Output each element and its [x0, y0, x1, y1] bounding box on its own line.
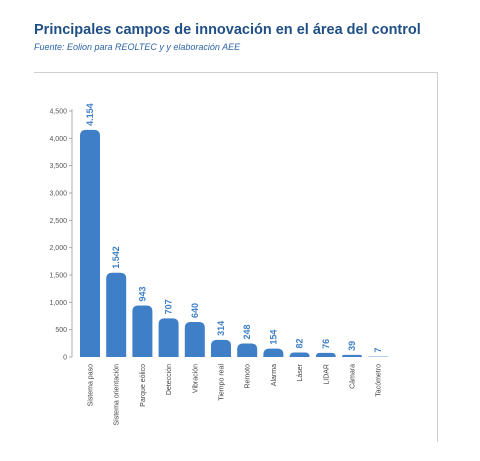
data-label: 7 — [373, 348, 383, 353]
chart-title: Principales campos de innovación en el á… — [34, 22, 421, 38]
category-label: Vibración — [192, 364, 199, 393]
y-tick-label: 4,500 — [49, 109, 67, 116]
category-label: Tiempo real — [219, 364, 226, 401]
category-label: Sistema paso — [88, 364, 95, 407]
data-label: 4.154 — [85, 103, 95, 126]
bars — [80, 129, 389, 357]
data-label: 82 — [295, 339, 305, 349]
data-label: 943 — [137, 286, 147, 301]
data-label: 314 — [216, 321, 226, 336]
data-label: 707 — [164, 299, 174, 314]
y-axis: 0 500 1,000 1,500 2,000 2,500 3,000 3,500 4,000 4… — [49, 109, 73, 362]
data-label: 248 — [242, 324, 252, 339]
bar — [289, 352, 310, 357]
category-label: Parque eólico — [140, 364, 147, 407]
bar — [80, 129, 100, 357]
y-tick-label: 3,000 — [49, 191, 67, 198]
y-tick-label: 4,000 — [49, 136, 67, 143]
bar — [106, 272, 127, 357]
bar — [342, 354, 362, 357]
y-tick-label: 1,000 — [49, 300, 67, 307]
category-label: Alarma — [271, 364, 278, 386]
y-tick-label: 2,000 — [49, 245, 67, 252]
category-label: Detección — [166, 364, 173, 395]
chart-source: Fuente: Eolion para REOLTEC y y elaborac… — [34, 42, 241, 52]
data-label: 154 — [268, 330, 278, 345]
y-tick-label: 500 — [55, 327, 67, 334]
bar — [237, 343, 258, 357]
data-labels: 4.154 1.542 943 707 640 314 248 154 82 76 39 7 — [85, 103, 383, 352]
data-label: 1.542 — [111, 246, 121, 269]
category-label: Remoto — [245, 364, 252, 389]
bar — [263, 348, 284, 357]
category-label: Láser — [297, 363, 304, 381]
data-label: 76 — [321, 339, 331, 349]
bar — [184, 322, 205, 357]
category-label: LIDAR — [323, 364, 330, 385]
category-label: Sistema orientación — [114, 364, 121, 426]
bar — [211, 339, 231, 357]
chart-frame — [34, 72, 438, 442]
y-tick-label: 1,500 — [49, 273, 67, 280]
data-label: 39 — [347, 341, 357, 351]
data-label: 640 — [190, 303, 200, 318]
bar — [132, 305, 153, 357]
bar — [315, 352, 336, 357]
y-tick-label: 0 — [63, 355, 67, 362]
category-label: Tacómetro — [376, 364, 383, 397]
y-tick-label: 2,500 — [49, 218, 67, 225]
category-label: Cámara — [350, 364, 357, 389]
x-axis-labels: Sistema paso Sistema orientación Parque eó… — [88, 363, 383, 425]
bar — [158, 318, 179, 357]
y-tick-label: 3,500 — [49, 163, 67, 170]
